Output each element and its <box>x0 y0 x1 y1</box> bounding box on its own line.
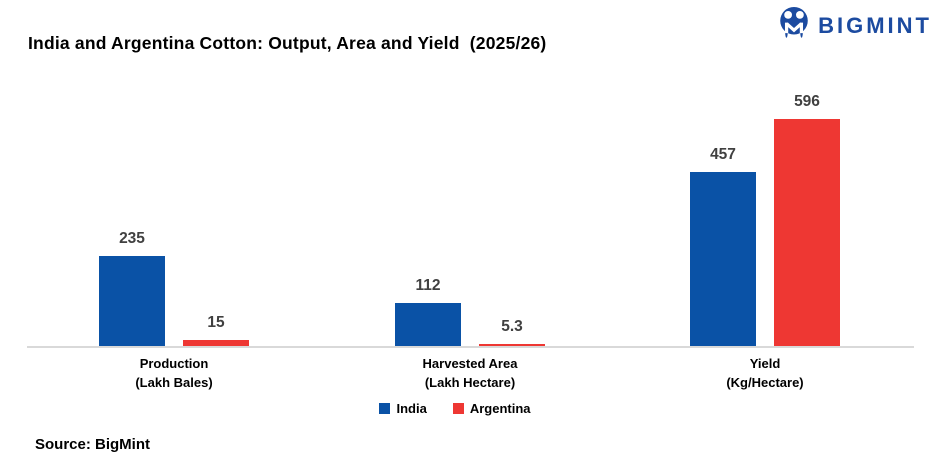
bar-value-label-india-harvested-area: 112 <box>415 277 441 294</box>
bar-india-production <box>99 256 165 346</box>
category-label-production: Production (Lakh Bales) <box>135 356 213 390</box>
legend-label-argentina: Argentina <box>469 401 531 416</box>
category-label-yield: Yield (Kg/Hectare) <box>726 356 804 390</box>
bigmint-logo-text: BIGMINT <box>818 13 932 38</box>
bigmint-logo-icon <box>780 6 808 38</box>
bar-argentina-harvested-area <box>479 344 545 346</box>
legend-item-argentina: Argentina <box>452 401 531 416</box>
legend-item-india: India <box>379 401 427 416</box>
legend-swatch-argentina <box>452 403 464 414</box>
bar-value-label-india-yield: 457 <box>710 146 736 163</box>
plot-area: 235 15 112 5.3 457 596 <box>27 93 914 348</box>
bar-value-label-argentina-harvested-area: 5.3 <box>501 318 523 335</box>
legend: India Argentina <box>0 401 910 416</box>
bigmint-logo: BIGMINT <box>775 4 932 46</box>
legend-label-india: India <box>396 401 427 416</box>
bar-group-yield: 457 596 <box>690 93 840 348</box>
legend-swatch-india <box>379 403 391 414</box>
source-note: Source: BigMint <box>35 436 150 453</box>
bar-group-production: 235 15 <box>99 100 249 348</box>
x-axis-line <box>27 346 914 348</box>
bar-argentina-yield <box>774 119 840 346</box>
bar-value-label-argentina-yield: 596 <box>794 93 820 110</box>
bar-argentina-production <box>183 340 249 346</box>
bar-value-label-argentina-production: 15 <box>207 314 225 331</box>
category-label-harvested-area: Harvested Area (Lakh Hectare) <box>422 356 518 390</box>
bar-group-harvested-area: 112 5.3 <box>395 100 545 348</box>
bar-india-harvested-area <box>395 303 461 346</box>
bar-india-yield <box>690 172 756 346</box>
bar-value-label-india-production: 235 <box>119 230 145 247</box>
chart-title: India and Argentina Cotton: Output, Area… <box>28 33 547 53</box>
